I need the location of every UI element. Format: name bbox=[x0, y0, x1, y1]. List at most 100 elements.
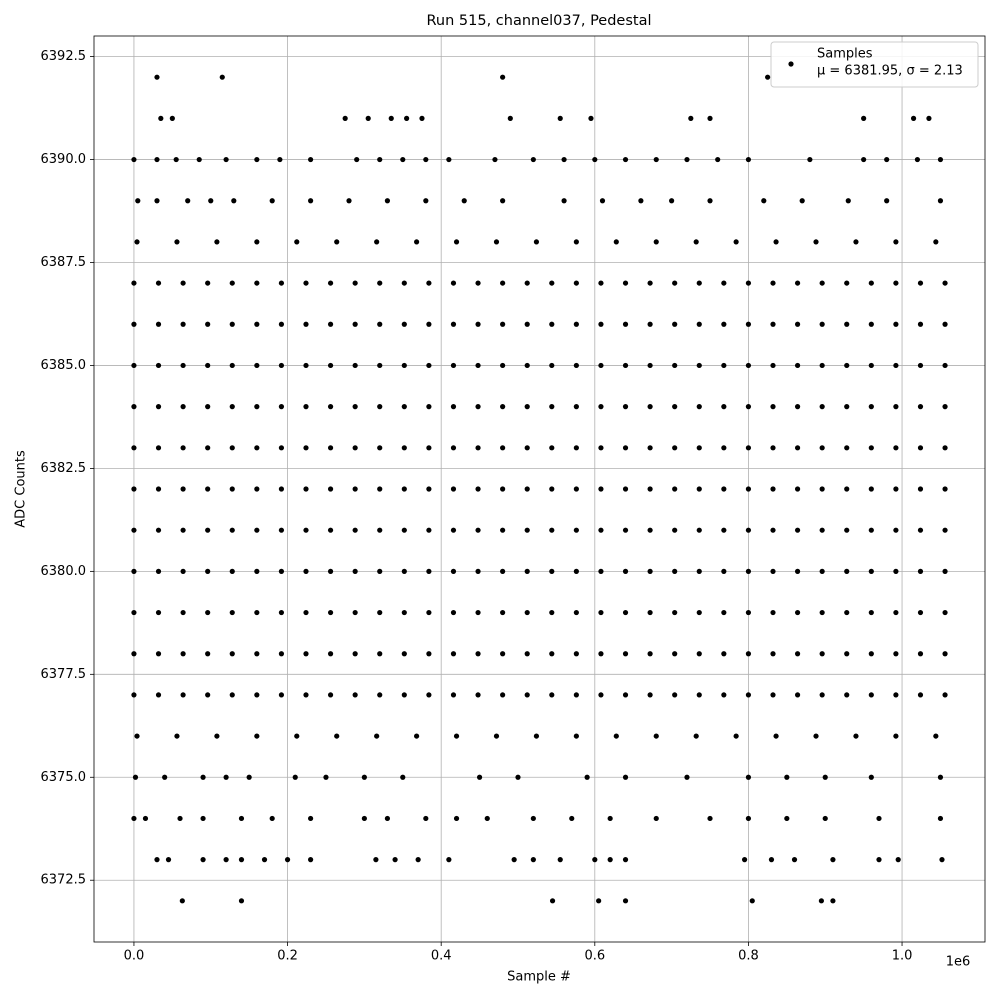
point bbox=[303, 568, 309, 574]
y-tick-label: 6377.5 bbox=[41, 667, 87, 682]
plot-frame bbox=[93, 35, 986, 943]
point bbox=[352, 404, 358, 410]
point bbox=[653, 156, 659, 163]
point bbox=[721, 651, 727, 657]
point bbox=[721, 362, 727, 369]
point bbox=[352, 651, 358, 657]
point bbox=[377, 651, 383, 657]
x-axis-label: Sample # bbox=[507, 970, 571, 985]
point bbox=[155, 362, 162, 369]
point bbox=[205, 651, 211, 657]
point bbox=[475, 280, 481, 286]
point bbox=[549, 445, 555, 451]
point bbox=[524, 280, 530, 286]
point bbox=[346, 198, 352, 204]
point bbox=[214, 239, 220, 245]
point bbox=[819, 280, 825, 286]
x-tick-label: 0.6 bbox=[584, 949, 605, 964]
point bbox=[819, 609, 825, 616]
point bbox=[278, 280, 285, 286]
point bbox=[450, 527, 457, 533]
point bbox=[561, 156, 567, 163]
point bbox=[844, 404, 850, 410]
point bbox=[205, 692, 211, 698]
point bbox=[672, 362, 678, 369]
point bbox=[745, 774, 752, 780]
point bbox=[374, 239, 380, 245]
point bbox=[813, 733, 819, 739]
point bbox=[278, 609, 285, 616]
point bbox=[450, 609, 457, 616]
point bbox=[177, 815, 183, 822]
point bbox=[131, 609, 137, 616]
point bbox=[917, 486, 924, 492]
point bbox=[598, 280, 604, 286]
point bbox=[669, 198, 675, 204]
point bbox=[917, 651, 924, 657]
point bbox=[352, 527, 358, 533]
point bbox=[278, 404, 285, 410]
point bbox=[269, 198, 275, 204]
point bbox=[770, 280, 776, 286]
point bbox=[238, 857, 245, 863]
point bbox=[653, 733, 659, 739]
point bbox=[745, 651, 752, 657]
point bbox=[229, 321, 235, 327]
point bbox=[524, 568, 530, 574]
point bbox=[400, 774, 406, 780]
point bbox=[453, 733, 460, 739]
point bbox=[799, 198, 805, 204]
point bbox=[647, 321, 653, 327]
point bbox=[622, 445, 629, 451]
point bbox=[530, 815, 536, 822]
point bbox=[446, 156, 452, 163]
point bbox=[401, 280, 407, 286]
point bbox=[942, 609, 948, 616]
point bbox=[131, 362, 137, 369]
point bbox=[155, 651, 162, 657]
point bbox=[180, 692, 186, 698]
point bbox=[334, 733, 340, 739]
point bbox=[229, 568, 235, 574]
point bbox=[352, 568, 358, 574]
point bbox=[229, 486, 235, 492]
point bbox=[426, 362, 432, 369]
point bbox=[573, 362, 579, 369]
point bbox=[937, 774, 944, 780]
point bbox=[745, 527, 752, 533]
y-tick-label: 6372.5 bbox=[41, 873, 87, 888]
point bbox=[180, 609, 186, 616]
point bbox=[493, 733, 500, 739]
point bbox=[721, 321, 727, 327]
point bbox=[401, 527, 407, 533]
point bbox=[942, 568, 948, 574]
point bbox=[707, 115, 713, 121]
point bbox=[573, 239, 579, 245]
point bbox=[303, 486, 309, 492]
point bbox=[868, 568, 874, 574]
point bbox=[569, 815, 575, 822]
point bbox=[794, 486, 801, 492]
point bbox=[622, 692, 629, 698]
point bbox=[876, 815, 882, 822]
point bbox=[893, 692, 899, 698]
point bbox=[721, 445, 727, 451]
point bbox=[200, 815, 206, 822]
point bbox=[278, 362, 285, 369]
point bbox=[155, 609, 162, 616]
point bbox=[401, 445, 407, 451]
x-tick-label: 0.4 bbox=[431, 949, 452, 964]
point bbox=[598, 362, 604, 369]
point bbox=[861, 115, 867, 121]
point bbox=[791, 857, 798, 863]
point bbox=[426, 527, 432, 533]
point bbox=[917, 321, 924, 327]
point bbox=[131, 445, 137, 451]
point bbox=[254, 239, 260, 245]
point bbox=[893, 486, 899, 492]
point bbox=[229, 527, 235, 533]
point bbox=[647, 445, 653, 451]
point bbox=[377, 280, 383, 286]
legend-label: Samples bbox=[817, 47, 873, 62]
point bbox=[933, 733, 939, 739]
